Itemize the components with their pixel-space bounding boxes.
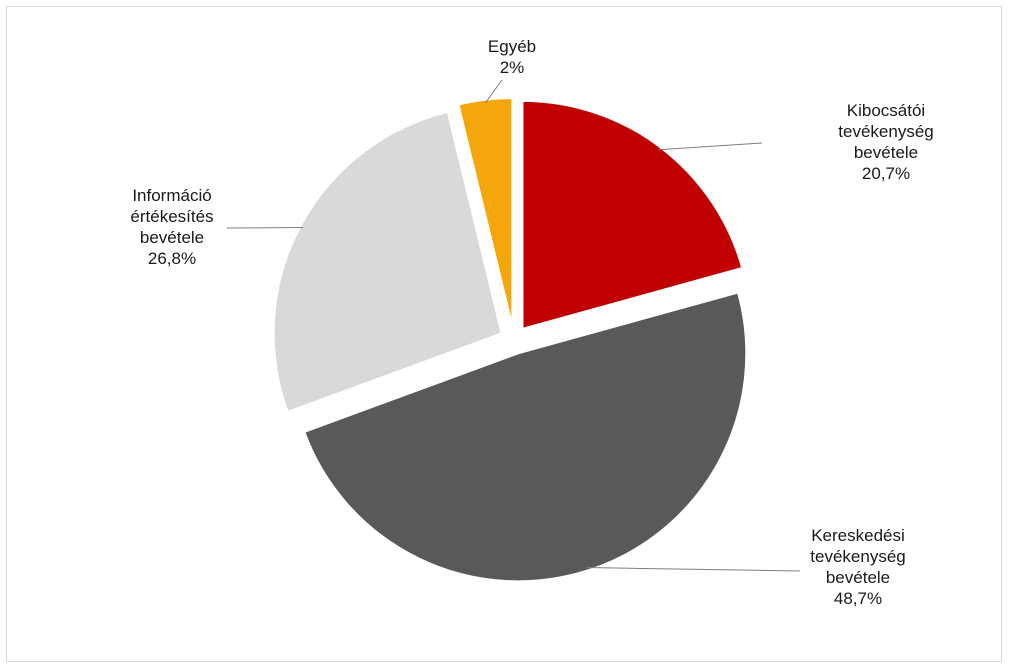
slice-label-kereskedesi: Kereskedési tevékenység bevétele 48,7%	[810, 525, 905, 609]
slice-informacio	[272, 110, 503, 414]
slice-value-egyeb: 2%	[499, 58, 525, 77]
slice-value-kereskedesi: 48,7%	[833, 589, 883, 608]
slice-label-egyeb: Egyéb 2%	[488, 36, 536, 78]
slice-kereskedesi	[302, 291, 748, 583]
slice-label-kibocsatoi-line-1: Kibocsátói	[846, 101, 926, 120]
slice-label-egyeb-line-1: Egyéb	[487, 37, 537, 56]
slice-label-informacio-line-3: bevétele	[139, 228, 205, 247]
leader-line-kereskedesi	[587, 567, 801, 572]
slice-label-kibocsatoi-line-2: tevékenység	[838, 122, 934, 141]
slice-egyeb	[457, 97, 514, 327]
slice-value-informacio: 26,8%	[147, 249, 197, 268]
slice-label-kibocsatoi-line-3: bevétele	[853, 143, 919, 162]
slice-label-kereskedesi-line-2: tevékenység	[810, 547, 906, 566]
slice-kibocsatoi	[521, 99, 744, 331]
slice-label-kereskedesi-line-1: Kereskedési	[811, 526, 905, 545]
slice-label-kereskedesi-line-3: bevétele	[825, 568, 891, 587]
leader-line-kibocsatoi	[658, 142, 763, 151]
slice-label-kibocsatoi: Kibocsátói tevékenység bevétele 20,7%	[838, 100, 933, 184]
slice-label-informacio: Információ értékesítés bevétele 26,8%	[130, 185, 213, 269]
slice-label-informacio-line-1: Információ	[132, 186, 212, 205]
slice-value-kibocsatoi: 20,7%	[861, 164, 911, 183]
slice-label-informacio-line-2: értékesítés	[130, 207, 214, 226]
leader-line-egyeb	[485, 79, 503, 103]
